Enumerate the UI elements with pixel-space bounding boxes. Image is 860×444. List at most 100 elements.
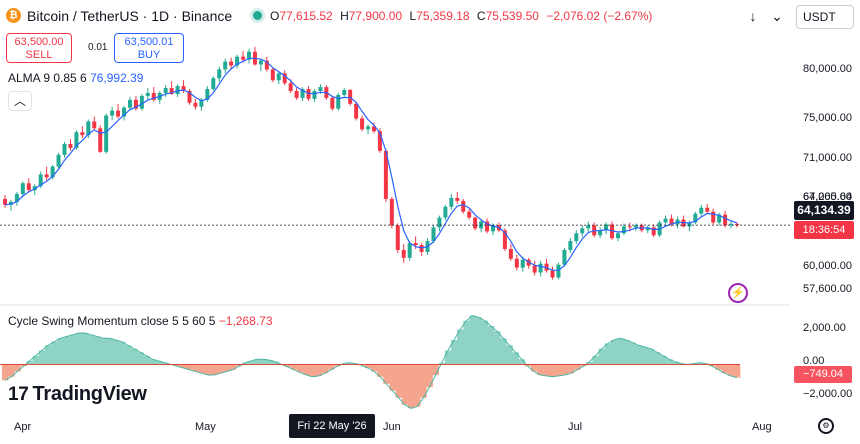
candle-body — [68, 144, 73, 148]
oscillator-bar — [346, 362, 353, 365]
time-axis-label: Jul — [568, 421, 583, 433]
sell-price: 63,500.00 — [14, 36, 64, 48]
candle-body — [205, 89, 210, 100]
oscillator-bar — [617, 338, 624, 365]
candle-body — [610, 224, 615, 239]
candle-body — [312, 91, 317, 99]
candle-body — [139, 95, 144, 109]
candle-body — [633, 225, 638, 228]
candle-body — [550, 270, 555, 278]
candle-body — [270, 69, 275, 81]
candle-body — [574, 233, 579, 242]
oscillator-outline — [4, 314, 738, 409]
alma-legend[interactable]: ALMA 9 0.85 6 76,992.39 — [8, 71, 144, 85]
buy-button[interactable]: 63,500.01 BUY — [114, 33, 184, 63]
osc-axis-label: −2,000.00 — [803, 388, 853, 400]
oscillator-bar — [106, 338, 113, 365]
price-axis-label: 57,600.00 — [803, 283, 852, 296]
oscillator-bar — [235, 364, 243, 367]
oscillator-bar — [604, 343, 612, 365]
oscillator-bar — [494, 331, 501, 365]
candle-body — [580, 228, 585, 234]
oscillator-bar — [38, 350, 46, 365]
candle-body — [366, 126, 371, 130]
candle-body — [229, 61, 234, 66]
candle-body — [288, 83, 293, 92]
oscillator-bar — [272, 361, 280, 365]
candle-body — [407, 243, 412, 258]
candle-body — [455, 197, 460, 201]
currency-selector[interactable]: USDT — [796, 5, 854, 29]
candle-body — [449, 197, 454, 207]
price-axis-label: 75,000.00 — [803, 112, 852, 125]
oscillator-bar — [198, 364, 206, 374]
candle-body — [217, 69, 222, 79]
oscillator-axis-value: −749.04 — [794, 366, 852, 383]
chevron-down-icon[interactable]: ⌄ — [771, 8, 783, 24]
oscillator-bar — [297, 364, 304, 373]
candle-body — [8, 201, 13, 205]
sell-label: SELL — [25, 49, 53, 61]
oscillator-bar — [241, 362, 249, 365]
oscillator-bar — [1, 364, 9, 381]
oscillator-bar — [180, 364, 187, 368]
tradingview-logo[interactable]: 17 TradingView — [8, 383, 147, 405]
oscillator-bar — [327, 364, 335, 370]
oscillator-legend[interactable]: Cycle Swing Momentum close 5 5 60 5 −1,2… — [8, 314, 273, 328]
candle-body — [568, 241, 573, 250]
oscillator-bar — [450, 340, 458, 365]
oscillator-bar — [131, 348, 138, 365]
tradingview-mark-icon: 17 — [8, 384, 29, 405]
oscillator-bar — [94, 336, 101, 365]
candle-body — [20, 183, 25, 195]
oscillator-bar — [444, 350, 452, 365]
candle-body — [122, 107, 127, 117]
candle-body — [169, 88, 174, 94]
candle-body — [395, 225, 400, 250]
candle-body — [735, 223, 739, 226]
oscillator-histogram — [1, 314, 741, 409]
gear-icon[interactable]: ⚙ — [818, 418, 834, 434]
candle-countdown: 18:36:54 — [794, 221, 854, 239]
oscillator-bar — [506, 345, 513, 365]
time-axis-label: May — [195, 421, 216, 433]
oscillator-bar — [598, 348, 606, 365]
bitcoin-icon: ₿ — [6, 8, 21, 23]
candle-body — [44, 174, 49, 178]
oscillator-bar — [315, 364, 323, 376]
previous-price-label: 64,265.64 — [803, 191, 852, 201]
osc-axis-label: 0.00 — [803, 355, 825, 367]
oscillator-bar — [334, 364, 341, 367]
symbol-title[interactable]: Bitcoin / TetherUS · 1D · Binance — [27, 8, 233, 24]
price-change: −2,076.02 (−2.67%) — [546, 9, 653, 23]
oscillator-bar — [69, 334, 77, 365]
lightning-icon[interactable]: ⚡ — [728, 283, 748, 303]
osc-axis-label: 2,000.00 — [803, 322, 846, 334]
candle-body — [14, 194, 19, 202]
time-axis-label: Apr — [14, 421, 32, 433]
arrow-down-icon[interactable]: ↓ — [749, 8, 757, 24]
oscillator-bar — [14, 364, 21, 372]
sell-button[interactable]: 63,500.00 SELL — [6, 33, 72, 63]
candle-body — [181, 86, 186, 92]
oscillator-bar — [543, 364, 550, 376]
ohlc-readout: O77,615.52 H77,900.00 L75,359.18 C75,539… — [270, 9, 653, 23]
candle-body — [258, 60, 263, 65]
candle-body — [443, 206, 448, 218]
price-axis-label: 67,000.00 — [803, 190, 852, 203]
candle-body — [467, 211, 472, 218]
oscillator-bar — [420, 364, 427, 398]
candle-body — [437, 217, 442, 228]
candle-body — [247, 51, 251, 60]
oscillator-bar — [155, 361, 163, 365]
oscillator-bar — [512, 352, 519, 365]
candle-body — [729, 223, 734, 226]
price-axis-label: 80,000.00 — [803, 63, 852, 76]
oscillator-bar — [672, 361, 679, 365]
candle-body — [163, 88, 168, 93]
collapse-legend-button[interactable]: ︿ — [8, 91, 32, 111]
oscillator-bar — [666, 359, 673, 365]
oscillator-bar — [223, 364, 230, 372]
oscillator-bar — [401, 364, 409, 405]
